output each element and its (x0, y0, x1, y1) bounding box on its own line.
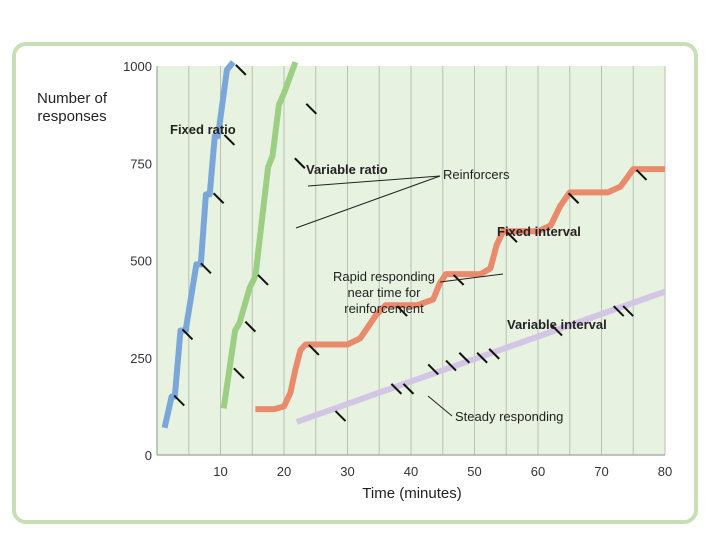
reinforcer-mark-variable-ratio (244, 320, 257, 333)
reinforcer-mark-fixed-interval (396, 305, 408, 317)
reinforcer-mark-variable-interval (612, 305, 625, 317)
reinforcer-mark-fixed-ratio (200, 262, 212, 274)
x-tick-label: 10 (213, 464, 227, 479)
reinforcer-mark-variable-interval (402, 383, 415, 395)
annotation-reinforcers: Reinforcers (443, 167, 510, 182)
reinforcer-mark-variable-interval (334, 410, 347, 422)
leader-line-steady-responding (427, 395, 453, 417)
x-tick-label: 80 (658, 464, 672, 479)
y-axis-title-line2: responses (37, 108, 106, 125)
series-label-fixed-interval: Fixed interval (497, 224, 581, 239)
x-tick-label: 40 (404, 464, 418, 479)
x-tick-label: 50 (467, 464, 481, 479)
x-tick-labels: 10 20 30 40 50 60 70 80 (213, 464, 672, 479)
reinforcer-mark-fixed-ratio (173, 394, 185, 407)
annotation-leader-lines (295, 175, 504, 417)
reinforcer-mark-fixed-ratio (235, 64, 247, 76)
reinforcer-mark-variable-interval (551, 324, 563, 337)
reinforcer-mark-variable-ratio (305, 103, 318, 115)
reinforcer-mark-variable-interval (390, 383, 403, 395)
series-label-variable-ratio: Variable ratio (306, 162, 388, 177)
reinforcer-mark-variable-interval (622, 305, 634, 317)
series-line-fixed-interval (255, 166, 665, 413)
series-label-variable-interval: Variable interval (507, 317, 607, 332)
reinforcer-mark-fixed-interval (567, 192, 580, 204)
x-axis-title: Time (minutes) (362, 485, 461, 502)
reinforcer-mark-variable-interval (488, 348, 500, 360)
reinforcer-marks (173, 64, 648, 422)
y-axis-title-line1: Number of (37, 90, 108, 107)
reinforcer-mark-variable-ratio (233, 367, 245, 380)
x-tick-label: 70 (594, 464, 608, 479)
y-tick-label: 250 (130, 351, 152, 366)
leader-line-rapid-responding (439, 273, 504, 283)
reinforcer-mark-fixed-interval (506, 231, 518, 243)
annotation-rapid-line1: Rapid responding (333, 269, 435, 284)
y-tick-label: 750 (130, 156, 152, 171)
x-tick-label: 30 (340, 464, 354, 479)
series-line-variable-ratio (220, 61, 299, 409)
y-tick-label: 500 (130, 254, 152, 269)
reinforcer-mark-variable-ratio (257, 274, 269, 286)
reinforcer-mark-fixed-ratio (223, 134, 236, 146)
leader-line-reinforcers-1 (307, 175, 441, 187)
annotation-steady-responding: Steady responding (455, 409, 563, 424)
series-label-fixed-ratio: Fixed ratio (170, 122, 236, 137)
reinforcer-mark-fixed-interval (635, 169, 648, 181)
x-tick-label: 60 (531, 464, 545, 479)
reinforcer-mark-variable-ratio (294, 157, 306, 169)
reinforcer-mark-fixed-ratio (212, 192, 225, 204)
reinforcer-mark-variable-interval (427, 363, 439, 376)
annotation-rapid-line3: reinforcement (344, 301, 424, 316)
y-tick-labels: 0 250 500 750 1000 (123, 59, 152, 463)
reinforcer-mark-fixed-ratio (181, 328, 194, 341)
x-tick-label: 20 (277, 464, 291, 479)
reinforcer-mark-variable-interval (476, 352, 488, 364)
grid-lines (156, 66, 666, 456)
annotation-rapid-line2: near time for (348, 285, 422, 300)
reinforcer-mark-variable-interval (458, 352, 471, 364)
y-tick-label: 1000 (123, 59, 152, 74)
reinforcer-mark-variable-interval (445, 359, 457, 372)
y-tick-label: 0 (145, 448, 152, 463)
leader-line-reinforcers-2 (295, 175, 441, 229)
reinforcer-mark-fixed-interval (308, 344, 320, 356)
